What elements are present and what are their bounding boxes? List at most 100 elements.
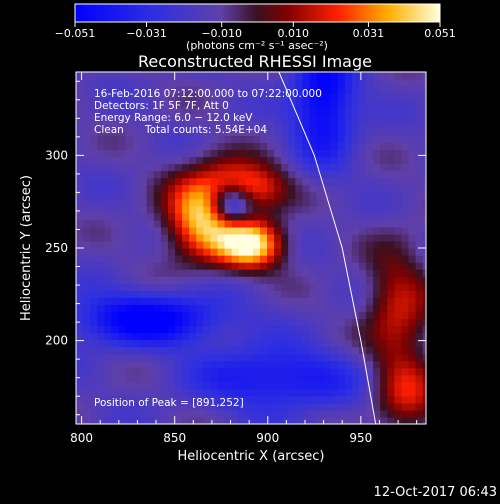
heatmap-cell	[401, 269, 410, 277]
heatmap-cell	[281, 212, 289, 221]
heatmap-cell	[415, 402, 424, 411]
heatmap-cell	[267, 163, 275, 172]
heatmap-cell	[175, 346, 183, 355]
heatmap-cell	[224, 374, 233, 383]
heatmap-cell	[373, 128, 381, 136]
heatmap-cell	[245, 149, 254, 158]
heatmap-cell	[252, 114, 261, 122]
heatmap-cell	[167, 339, 176, 348]
heatmap-cell	[366, 219, 374, 228]
heatmap-cell	[245, 395, 254, 404]
heatmap-cell	[76, 121, 84, 129]
heatmap-cell	[373, 367, 381, 376]
heatmap-cell	[175, 248, 183, 256]
heatmap-cell	[415, 248, 424, 256]
heatmap-cell	[351, 177, 360, 186]
colorbar	[74, 3, 441, 23]
heatmap-cell	[330, 276, 339, 284]
heatmap-cell	[415, 240, 424, 249]
heatmap-cell	[415, 297, 424, 305]
heatmap-cell	[259, 135, 268, 143]
heatmap-cell	[422, 79, 426, 87]
heatmap-cell	[104, 156, 112, 165]
heatmap-cell	[330, 416, 339, 424]
heatmap-cell	[288, 170, 296, 179]
heatmap-cell	[111, 276, 120, 284]
heatmap-cell	[76, 107, 84, 115]
heatmap-cell	[309, 205, 318, 214]
heatmap-cell	[182, 191, 190, 200]
heatmap-cell	[118, 311, 127, 319]
heatmap-cell	[139, 311, 148, 319]
heatmap-cell	[323, 156, 332, 165]
heatmap-cell	[422, 248, 426, 256]
heatmap-cell	[408, 269, 417, 277]
heatmap-cell	[146, 374, 155, 383]
heatmap-cell	[189, 318, 197, 327]
heatmap-cell	[401, 332, 410, 341]
heatmap-cell	[153, 233, 162, 242]
heatmap-cell	[309, 93, 318, 101]
heatmap-cell	[118, 360, 127, 369]
heatmap-cell	[380, 353, 388, 362]
colorbar-tick-label: −0.031	[126, 27, 167, 40]
heatmap-cell	[83, 86, 91, 94]
heatmap-cell	[167, 198, 176, 207]
heatmap-cell	[132, 346, 141, 355]
heatmap-cell	[146, 416, 155, 424]
heatmap-cell	[97, 339, 105, 348]
heatmap-cell	[182, 226, 190, 235]
heatmap-cell	[302, 156, 311, 165]
heatmap-cell	[210, 233, 219, 242]
heatmap-cell	[259, 100, 268, 108]
heatmap-cell	[245, 86, 254, 94]
heatmap-cell	[408, 304, 417, 312]
heatmap-cell	[175, 107, 183, 115]
heatmap-cell	[316, 395, 325, 404]
heatmap-cell	[104, 311, 112, 319]
heatmap-cell	[330, 353, 339, 362]
heatmap-cell	[238, 100, 247, 108]
heatmap-cell	[118, 142, 127, 151]
heatmap-cell	[132, 318, 141, 327]
heatmap-cell	[111, 170, 120, 179]
heatmap-cell	[76, 163, 84, 172]
heatmap-cell	[337, 402, 346, 411]
heatmap-cell	[160, 219, 169, 228]
heatmap-cell	[175, 156, 183, 165]
heatmap-cell	[259, 198, 268, 207]
heatmap-cell	[337, 93, 346, 101]
heatmap-cell	[408, 290, 417, 298]
heatmap-cell	[373, 219, 381, 228]
heatmap-cell	[267, 107, 275, 115]
heatmap-cell	[245, 128, 254, 136]
heatmap-cell	[160, 240, 169, 249]
heatmap-cell	[358, 318, 367, 327]
heatmap-cell	[415, 163, 424, 172]
heatmap-cell	[316, 248, 325, 256]
heatmap-cell	[351, 205, 360, 214]
heatmap-cell	[351, 114, 360, 122]
heatmap-cell	[125, 184, 134, 193]
heatmap-cell	[337, 205, 346, 214]
heatmap-cell	[83, 297, 91, 305]
heatmap-cell	[323, 128, 332, 136]
heatmap-cell	[401, 100, 410, 108]
heatmap-cell	[316, 325, 325, 334]
heatmap-cell	[295, 156, 303, 165]
heatmap-cell	[238, 205, 247, 214]
heatmap-cell	[139, 402, 148, 411]
heatmap-cell	[182, 381, 190, 390]
heatmap-cell	[203, 318, 212, 327]
heatmap-cell	[217, 177, 226, 186]
heatmap-cell	[231, 191, 240, 200]
heatmap-cell	[153, 93, 162, 101]
heatmap-cell	[146, 219, 155, 228]
heatmap-cell	[422, 107, 426, 115]
heatmap-cell	[182, 416, 190, 424]
heatmap-cell	[245, 121, 254, 129]
heatmap-cell	[83, 360, 91, 369]
heatmap-cell	[182, 219, 190, 228]
heatmap-cell	[288, 93, 296, 101]
heatmap-cell	[90, 226, 98, 235]
